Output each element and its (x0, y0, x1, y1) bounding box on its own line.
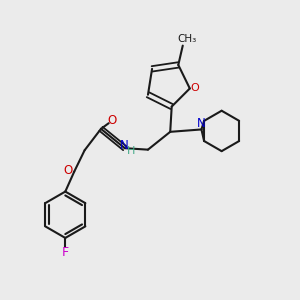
Text: H: H (127, 146, 136, 156)
Text: O: O (191, 83, 200, 94)
Text: N: N (197, 117, 206, 130)
Text: F: F (62, 246, 69, 259)
Text: N: N (120, 139, 128, 152)
Text: O: O (63, 164, 72, 177)
Text: CH₃: CH₃ (178, 34, 197, 44)
Text: O: O (108, 114, 117, 127)
